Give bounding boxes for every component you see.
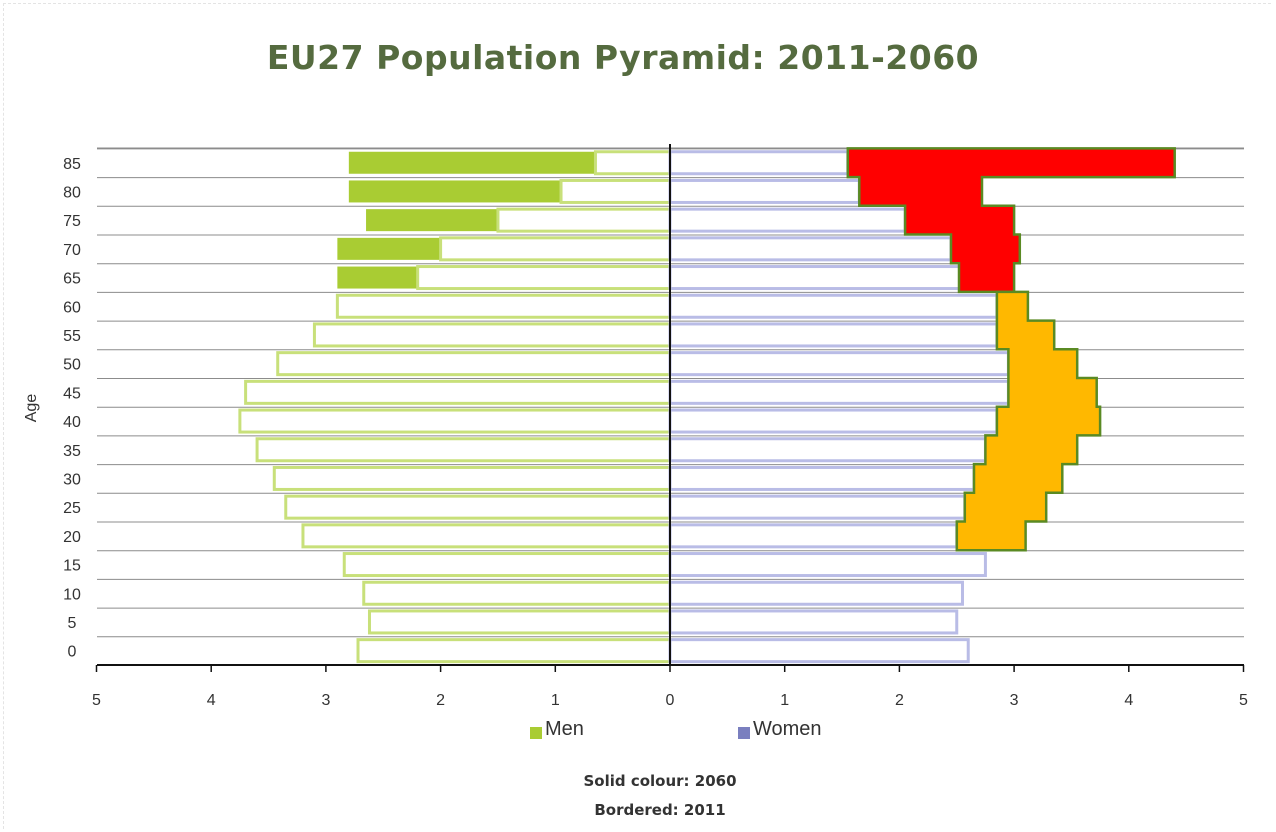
bar-men-2011 [342,552,672,578]
x-tick-label: 3 [321,692,330,709]
bar-men-2011 [356,638,672,664]
x-tick-label: 4 [1124,692,1133,709]
y-axis-label: Age [23,394,40,423]
bar-women-2011 [668,408,999,434]
x-tick-label: 1 [551,692,560,709]
bar-men-2011 [496,207,672,233]
bar-men-2011 [276,351,672,377]
bar-women-2011 [668,322,999,348]
y-tick-label: 10 [63,586,81,603]
bar-men-2011 [362,580,672,606]
y-tick-label: 85 [63,156,81,173]
x-tick-label: 2 [895,692,904,709]
bar-men-2011 [272,465,672,491]
x-tick-label: 0 [666,692,675,709]
y-tick-label: 70 [63,242,81,259]
bar-men-2011 [284,494,672,520]
highlight-orange-working-women [955,290,1102,552]
bar-men-2011 [335,293,672,319]
bar-women-2011 [668,437,987,463]
bar-women-2011 [668,494,967,520]
y-tick-label: 20 [63,529,81,546]
axes [95,144,1245,672]
legend-swatch-men [530,726,542,739]
legend-label-women: Women [753,718,822,740]
note-bordered: Bordered: 2011 [594,801,726,819]
legend-label-men: Men [545,718,584,740]
y-tick-label: 5 [68,615,77,632]
y-tick-label: 55 [63,328,81,345]
bar-women-2011 [668,465,976,491]
bar-men-2011 [593,150,672,176]
bar-women-2011 [668,178,861,204]
highlight-shapes [846,147,1176,552]
x-tick-label: 1 [780,692,789,709]
bar-men-2011 [238,408,672,434]
bar-women-2011 [668,552,987,578]
bar-women-2011 [668,379,1010,405]
y-tick-label: 15 [63,558,81,575]
bar-women-2011 [668,150,850,176]
y-tick-label: 25 [63,500,81,517]
chart-title: EU27 Population Pyramid: 2011-2060 [266,38,980,77]
y-tick-label: 60 [63,299,81,316]
bar-men-2011 [301,523,672,549]
bar-men-2011 [244,379,672,405]
bar-men-2011 [255,437,672,463]
y-tick-label: 40 [63,414,81,431]
y-tick-label: 45 [63,385,81,402]
bar-women-2011 [668,638,970,664]
x-tick-label: 3 [1010,692,1019,709]
bar-women-2011 [668,609,959,635]
legend-item-men: Men [530,718,584,741]
bar-men-2011 [416,265,672,291]
bar-women-2011 [668,351,1010,377]
bar-men-2011 [439,236,672,262]
bar-men-2011 [312,322,672,348]
bar-men-2011 [559,178,672,204]
note-solid: Solid colour: 2060 [583,772,737,790]
y-tick-label: 50 [63,357,81,374]
highlight-red-older-women [846,147,1176,294]
bar-women-2011 [668,265,964,291]
x-tick-label: 5 [92,692,101,709]
bar-women-2011 [668,236,953,262]
bar-women-2011 [668,293,999,319]
y-tick-label: 80 [63,184,81,201]
y-tick-label: 35 [63,443,81,460]
page-frame [3,3,1271,829]
bar-men-2060 [348,151,668,174]
legend-item-women: Women [738,718,822,741]
y-tick-label: 0 [68,644,77,661]
legend-swatch-women [738,726,750,739]
x-tick-label: 4 [207,692,216,709]
axis-labels: 5 4 3 2 1 0 1 2 3 4 505101520253035404550556065707… [23,156,1248,709]
bar-women-2011 [668,523,959,549]
y-tick-label: 65 [63,271,81,288]
bar-women-2011 [668,580,964,606]
y-tick-label: 75 [63,213,81,230]
bar-men-2011 [367,609,672,635]
y-tick-label: 30 [63,471,81,488]
bar-women-2011 [668,207,907,233]
x-tick-label: 2 [436,692,445,709]
x-tick-label: 5 [1239,692,1248,709]
